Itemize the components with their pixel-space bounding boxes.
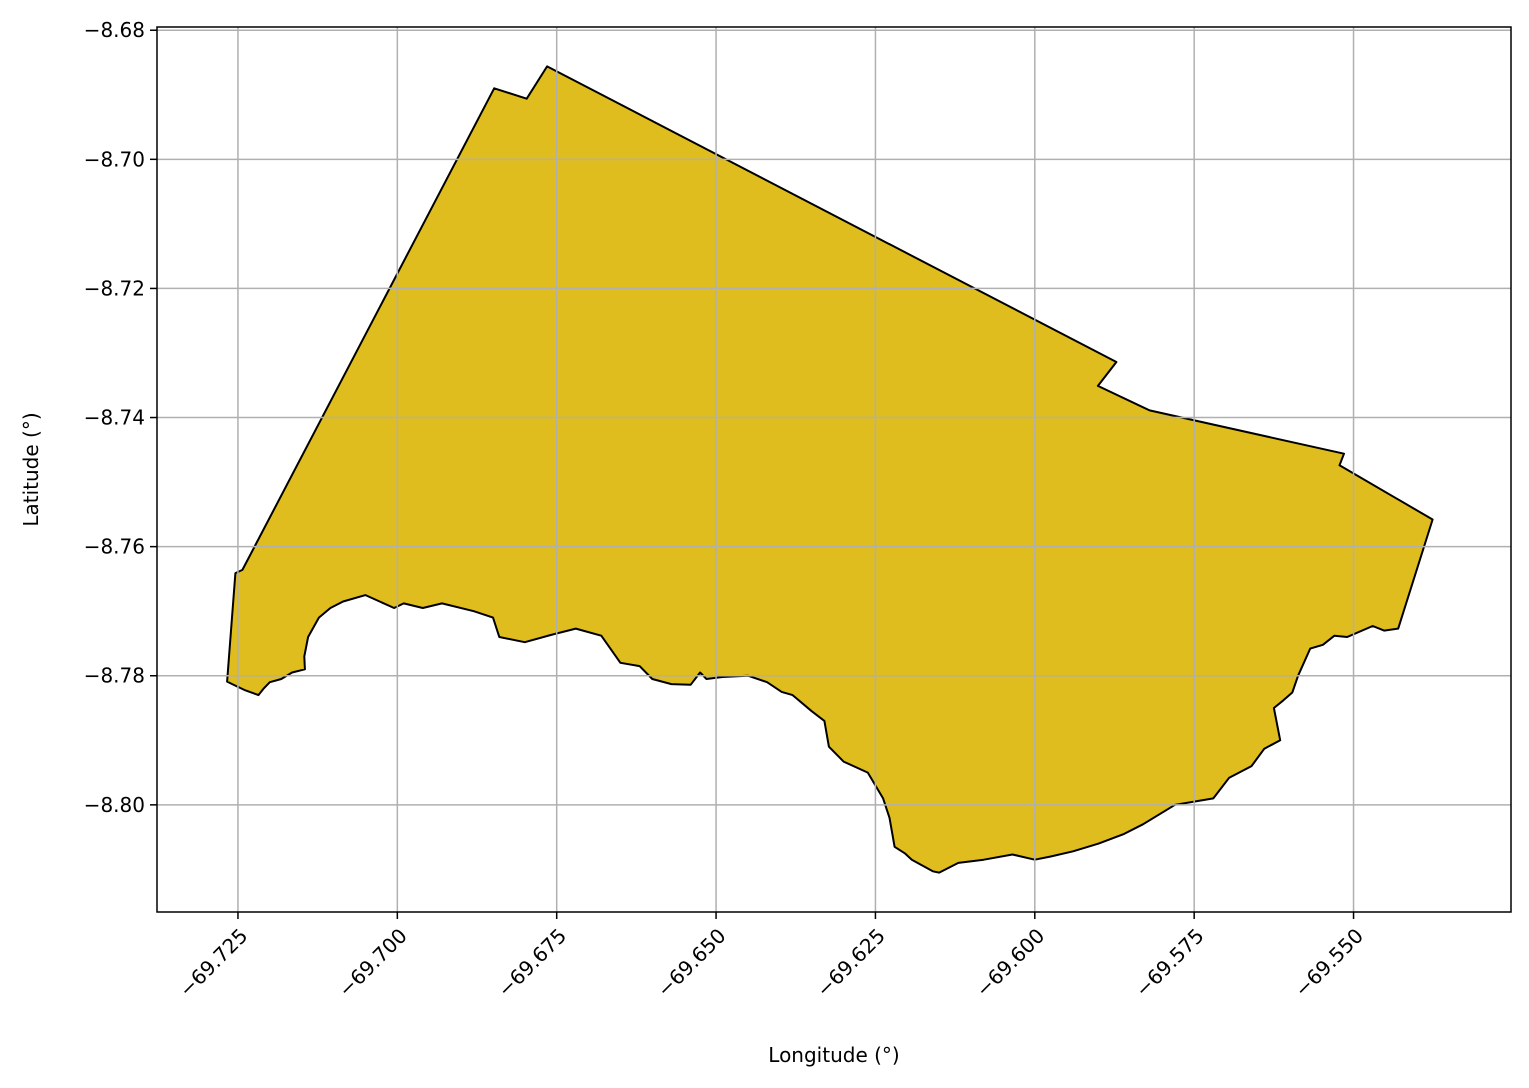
x-axis-label: Longitude (°) (768, 1043, 899, 1067)
gridlines (157, 27, 1511, 912)
region-polygon (226, 65, 1434, 874)
y-tick-label: −8.76 (84, 535, 145, 559)
y-tick-label: −8.68 (84, 18, 145, 42)
y-tick-label: −8.74 (84, 406, 145, 430)
plot-frame (156, 26, 1512, 913)
y-tick-label: −8.80 (84, 793, 145, 817)
y-tick-label: −8.78 (84, 664, 145, 688)
y-axis-label: Latitude (°) (19, 412, 43, 526)
y-tick-label: −8.72 (84, 276, 145, 300)
y-tick-label: −8.70 (84, 147, 145, 171)
